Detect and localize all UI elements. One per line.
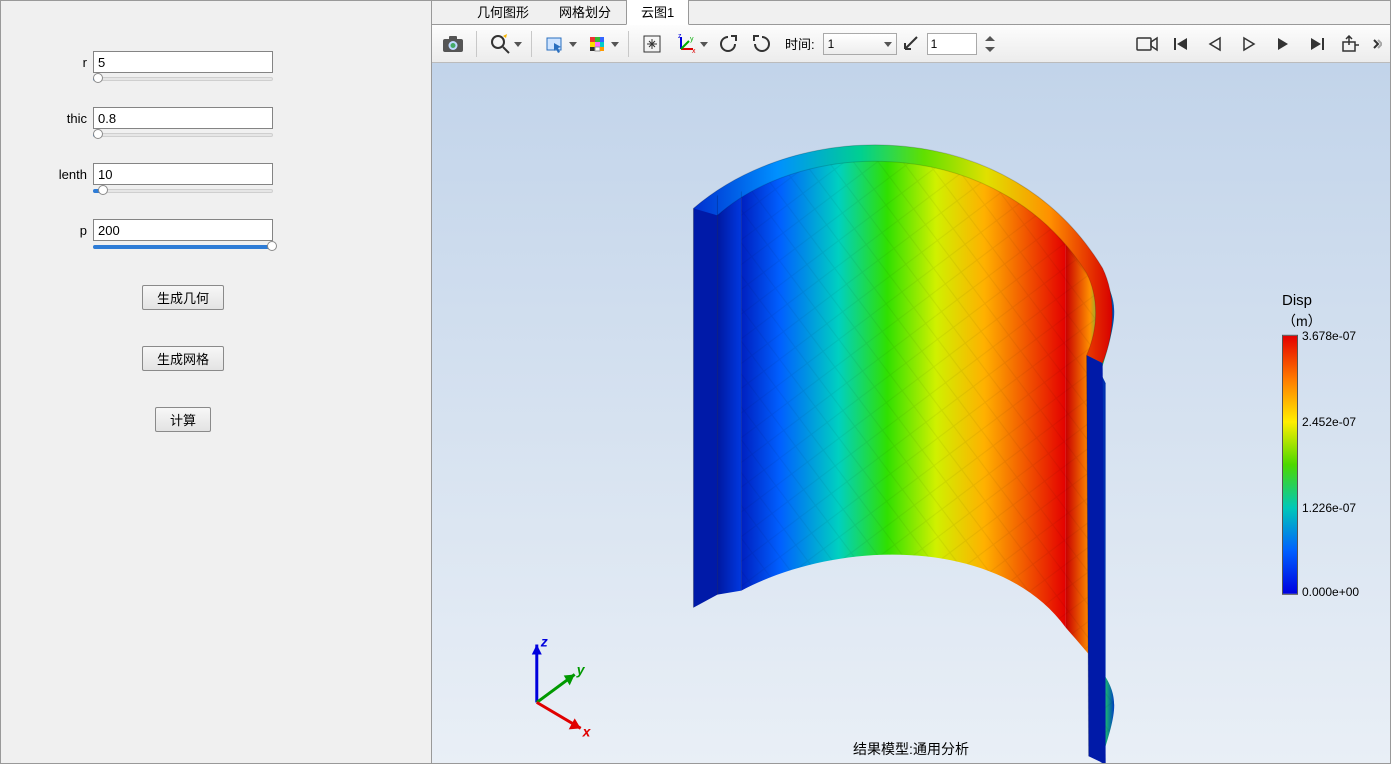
param-label: p xyxy=(41,223,93,238)
legend-tick-2: 2.452e-07 xyxy=(1302,415,1356,429)
param-label: lenth xyxy=(41,167,93,182)
color-cube-button[interactable] xyxy=(582,29,612,59)
legend-color-bar xyxy=(1282,335,1298,595)
svg-text:z: z xyxy=(540,634,548,650)
rotate-cw-button[interactable] xyxy=(747,29,777,59)
param-input-r[interactable] xyxy=(93,51,273,73)
param-label: thic xyxy=(41,111,93,126)
legend-title: Disp xyxy=(1282,292,1312,309)
color-legend: Disp （m） 3.678e-07 2.452e-07 1.226e-07 0… xyxy=(1282,292,1372,595)
svg-text:y: y xyxy=(576,661,586,677)
viewport-3d[interactable]: z y x Disp （m） 3.678e-07 xyxy=(432,63,1390,763)
color-cube-dropdown-caret[interactable] xyxy=(610,29,620,59)
play-button[interactable] xyxy=(1234,29,1264,59)
legend-ticks: 3.678e-07 2.452e-07 1.226e-07 0.000e+00 xyxy=(1302,335,1372,595)
param-label: r xyxy=(41,55,93,70)
status-text: 结果模型:通用分析 xyxy=(853,739,969,759)
prev-frame-button[interactable] xyxy=(1200,29,1230,59)
param-input-p[interactable] xyxy=(93,219,273,241)
next-frame-button[interactable] xyxy=(1268,29,1298,59)
axes-triad: z y x xyxy=(532,634,592,740)
time-select-value: 1 xyxy=(828,37,835,51)
param-slider-r[interactable] xyxy=(93,77,273,81)
toolbar-separator xyxy=(476,31,477,57)
main-panel: 几何图形网格划分云图1 xyxy=(431,1,1390,763)
param-input-thic[interactable] xyxy=(93,107,273,129)
axes-view-button[interactable]: z yx xyxy=(671,29,701,59)
sidebar: r thic lenth p 生成几何 生成网格 计算 xyxy=(1,1,431,763)
tab-1[interactable]: 网格划分 xyxy=(544,0,626,24)
legend-tick-min: 0.000e+00 xyxy=(1302,585,1359,599)
param-slider-p[interactable] xyxy=(93,245,273,249)
record-button[interactable] xyxy=(1132,29,1162,59)
first-frame-button[interactable] xyxy=(1166,29,1196,59)
param-slider-lenth[interactable] xyxy=(93,189,273,193)
scale-icon xyxy=(901,29,923,59)
rotate-ccw-button[interactable] xyxy=(713,29,743,59)
action-buttons: 生成几何 生成网格 计算 xyxy=(93,285,273,432)
zoom-dropdown-caret[interactable] xyxy=(513,29,523,59)
toolbar-separator xyxy=(531,31,532,57)
svg-text:x: x xyxy=(692,48,696,55)
tab-0[interactable]: 几何图形 xyxy=(462,0,544,24)
zoom-button[interactable] xyxy=(485,29,515,59)
select-mode-button[interactable] xyxy=(540,29,570,59)
result-plot-svg: z y x xyxy=(432,63,1390,763)
fit-view-button[interactable] xyxy=(637,29,667,59)
param-row-r: r xyxy=(41,51,391,73)
generate-mesh-button[interactable]: 生成网格 xyxy=(142,346,224,371)
axes-view-dropdown-caret[interactable] xyxy=(699,29,709,59)
svg-text:y: y xyxy=(690,36,694,43)
param-row-lenth: lenth xyxy=(41,163,391,185)
last-frame-button[interactable] xyxy=(1302,29,1332,59)
tab-bar: 几何图形网格划分云图1 xyxy=(432,1,1390,25)
compute-button[interactable]: 计算 xyxy=(155,407,211,432)
param-input-lenth[interactable] xyxy=(93,163,273,185)
time-select[interactable]: 1 xyxy=(823,33,897,55)
app-root: r thic lenth p 生成几何 生成网格 计算 几何图形网格划分云图1 xyxy=(0,0,1391,764)
time-label: 时间: xyxy=(785,34,815,53)
export-button[interactable] xyxy=(1336,29,1366,59)
svg-text:x: x xyxy=(582,723,592,739)
toolbar-separator xyxy=(628,31,629,57)
legend-tick-1: 1.226e-07 xyxy=(1302,501,1356,515)
legend-unit: （m） xyxy=(1282,311,1322,331)
generate-geometry-button[interactable]: 生成几何 xyxy=(142,285,224,310)
tab-2[interactable]: 云图1 xyxy=(626,0,689,25)
svg-text:z: z xyxy=(678,33,682,40)
param-row-thic: thic xyxy=(41,107,391,129)
viewport-toolbar: z yx 时间: 1 xyxy=(432,25,1390,63)
param-row-p: p xyxy=(41,219,391,241)
screenshot-button[interactable] xyxy=(438,29,468,59)
param-slider-thic[interactable] xyxy=(93,133,273,137)
legend-tick-max: 3.678e-07 xyxy=(1302,329,1356,343)
scale-input[interactable] xyxy=(927,33,977,55)
more-icon[interactable] xyxy=(1370,29,1384,59)
select-mode-dropdown-caret[interactable] xyxy=(568,29,578,59)
scale-spinner-up-down[interactable] xyxy=(981,29,999,59)
